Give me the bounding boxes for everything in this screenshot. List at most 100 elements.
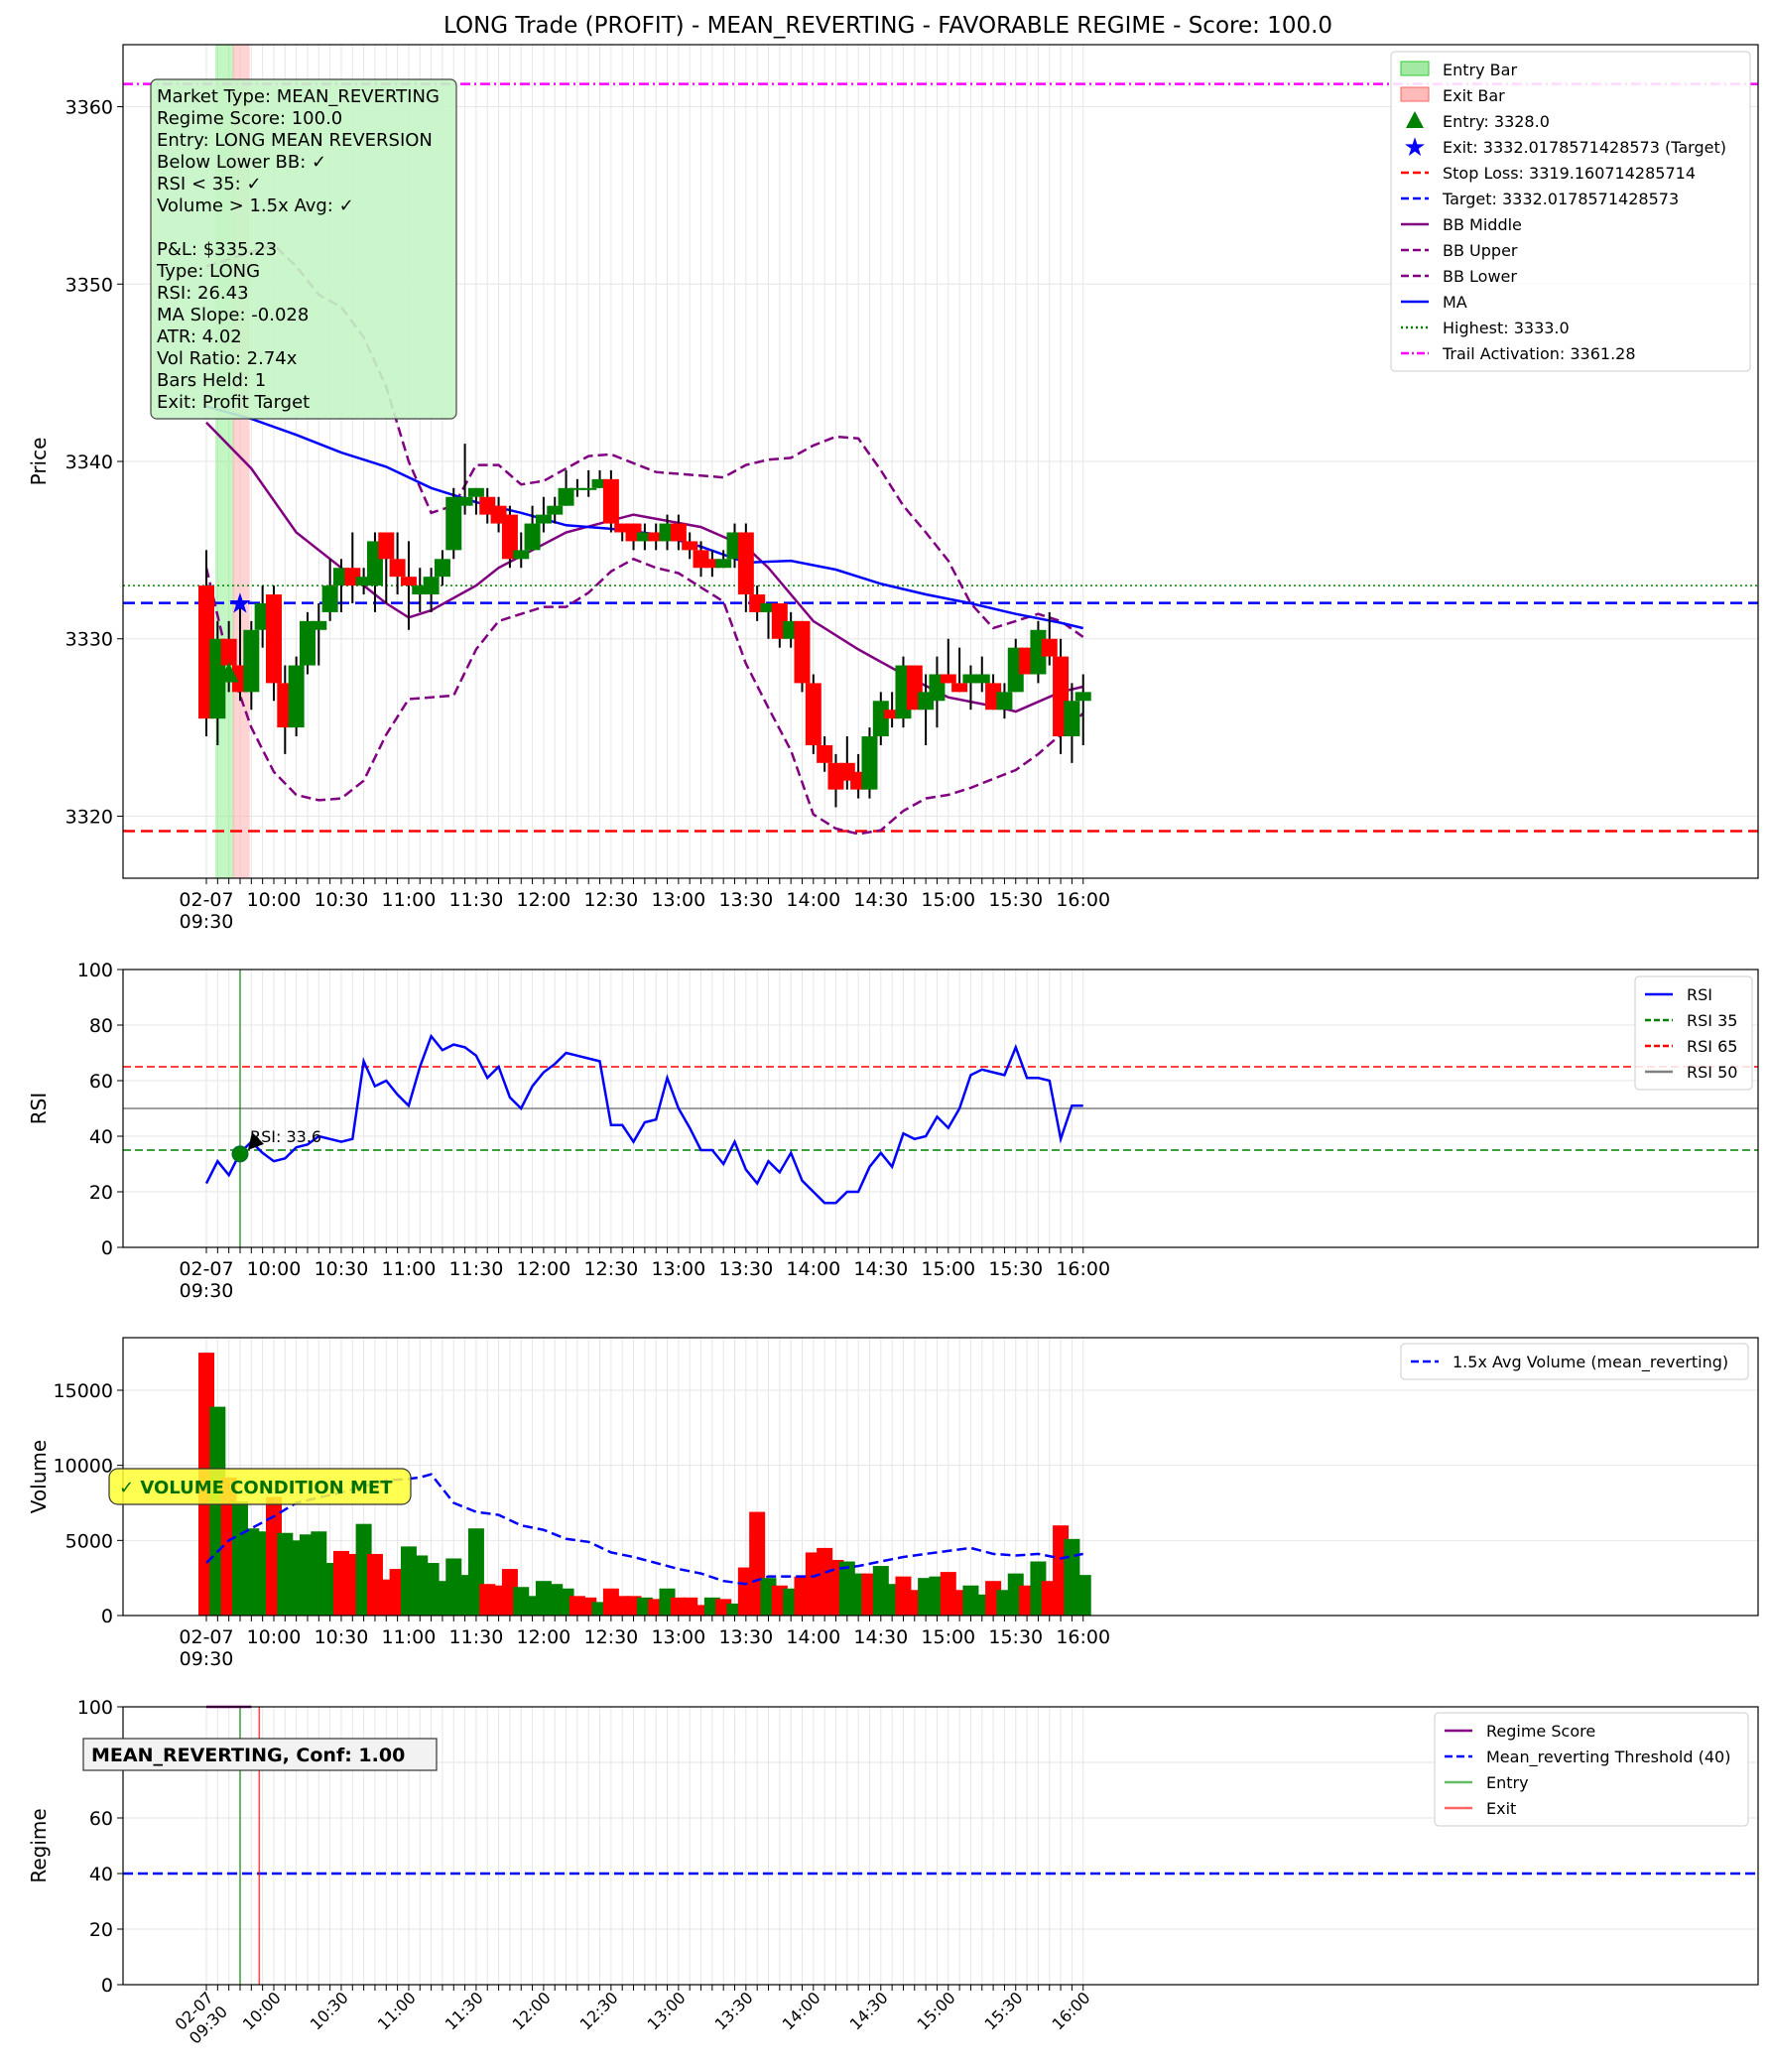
info-box-line: MA Slope: -0.028 xyxy=(157,305,309,325)
volume-badge-frame xyxy=(108,1468,412,1505)
info-box-line: Exit: Profit Target xyxy=(157,392,310,413)
info-box-frame xyxy=(150,78,457,420)
candle-body xyxy=(378,532,395,560)
price-xtick-label: 10:00 xyxy=(247,889,302,911)
candle-body xyxy=(243,629,260,693)
volume-xtick-label: 09:30 xyxy=(180,1648,234,1670)
rsi-xtick-label: 12:30 xyxy=(583,1258,638,1280)
figure-title: LONG Trade (PROFIT) - MEAN_REVERTING - F… xyxy=(443,13,1332,39)
info-box-line: RSI: 26.43 xyxy=(157,283,249,304)
candle-body xyxy=(321,585,338,612)
rsi-xtick-label: 10:30 xyxy=(315,1258,369,1280)
price-xtick-label: 13:30 xyxy=(718,889,773,911)
candle-body xyxy=(456,496,473,506)
candle-body xyxy=(614,523,631,533)
rsi-entry-point xyxy=(231,1145,249,1163)
volume-ytick-label: 5000 xyxy=(65,1530,113,1552)
rsi-annotation-arrow xyxy=(247,1131,264,1150)
info-box-line: Regime Score: 100.0 xyxy=(157,108,342,129)
rsi-legend-label: RSI 35 xyxy=(1687,1011,1737,1030)
candle-body xyxy=(467,487,484,497)
candle-body xyxy=(400,577,417,586)
volume-xtick-label: 14:30 xyxy=(853,1626,908,1648)
regime-ytick-label: 0 xyxy=(101,1975,113,1997)
regime-ytick-label: 40 xyxy=(89,1864,113,1885)
rsi-xtick-label: 13:30 xyxy=(718,1258,773,1280)
rsi-xtick-label: 16:00 xyxy=(1056,1258,1110,1280)
price-ytick-label: 3350 xyxy=(65,274,113,296)
price-legend-label: Exit: 3332.0178571428573 (Target) xyxy=(1443,138,1726,157)
entry-marker xyxy=(218,662,239,683)
price-xtick-label: 10:30 xyxy=(315,889,369,911)
candle-body xyxy=(558,487,574,506)
rsi-xtick-label: 11:00 xyxy=(382,1258,437,1280)
candle-body xyxy=(547,505,564,515)
price-panel: 3320 3330 3340 3350 3360 ★ Market Type: MEAN_R… xyxy=(27,44,1759,933)
rsi-ytick-label: 60 xyxy=(89,1071,113,1093)
volume-xtick-label: 10:30 xyxy=(315,1626,369,1648)
candles xyxy=(198,444,1091,808)
volume-xtick-label: 15:30 xyxy=(988,1626,1043,1648)
rsi-ytick-label: 20 xyxy=(89,1182,113,1204)
candle-body xyxy=(524,523,541,551)
price-ytick-label: 3330 xyxy=(65,629,113,651)
candle-body xyxy=(423,577,440,595)
info-box-line: Vol Ratio: 2.74x xyxy=(157,348,298,369)
candle-body xyxy=(412,585,429,595)
candle-body xyxy=(1074,692,1091,702)
volume-legend-label: 1.5x Avg Volume (mean_reverting) xyxy=(1453,1353,1728,1372)
price-legend-swatch xyxy=(1400,61,1430,76)
regime-legend-frame xyxy=(1434,1712,1749,1827)
info-box-line: Entry: LONG MEAN REVERSION xyxy=(157,130,433,151)
rsi-annotation-label: RSI: 33.6 xyxy=(250,1127,321,1146)
candle-body xyxy=(311,620,327,630)
rsi-xtick-label: 14:30 xyxy=(853,1258,908,1280)
price-xtick-label: 02-07 xyxy=(179,889,233,911)
rsi-legend: RSI RSI 35 RSI 65 RSI 50 xyxy=(1634,975,1753,1091)
candle-body xyxy=(265,594,282,684)
price-ytick-label: 3320 xyxy=(65,806,113,828)
candle-body xyxy=(535,514,552,524)
price-xtick-label: 12:30 xyxy=(583,889,638,911)
volume-xtick-label: 15:00 xyxy=(921,1626,975,1648)
price-legend-label: BB Upper xyxy=(1443,241,1518,260)
candle-body xyxy=(973,674,990,684)
regime-badge-text: MEAN_REVERTING, Conf: 1.00 xyxy=(91,1745,405,1766)
rsi-xtick-label: 15:30 xyxy=(988,1258,1043,1280)
price-xtick-label: 11:00 xyxy=(382,889,437,911)
price-legend: Entry Bar Exit Bar Entry: 3328.0 ★ Exit: 333… xyxy=(1390,51,1751,372)
price-xtick-label: 09:30 xyxy=(180,911,234,933)
price-legend-frame xyxy=(1390,51,1751,372)
price-xtick-label: 11:30 xyxy=(449,889,504,911)
volume-xtick-label: 12:30 xyxy=(583,1626,638,1648)
candle-body xyxy=(940,674,956,684)
candle-body xyxy=(636,532,653,542)
info-box-line: Market Type: MEAN_REVERTING xyxy=(157,86,440,107)
candle-body xyxy=(794,620,811,684)
candle-body xyxy=(670,523,687,542)
price-xtick-label: 13:00 xyxy=(651,889,705,911)
volume-bars xyxy=(198,1353,1091,1616)
price-legend-label: Highest: 3333.0 xyxy=(1443,319,1570,337)
rsi-xtick-label: 12:00 xyxy=(517,1258,571,1280)
candle-body xyxy=(737,532,754,595)
rsi-xtick-label: 11:30 xyxy=(449,1258,504,1280)
volume-xtick-label: 14:00 xyxy=(786,1626,840,1648)
candle-body xyxy=(805,683,821,745)
volume-xtick-label: 02-07 xyxy=(179,1626,233,1648)
price-legend-label: Entry: 3328.0 xyxy=(1443,112,1550,131)
volume-xtick-label: 13:30 xyxy=(718,1626,773,1648)
price-ylabel: Price xyxy=(27,438,51,486)
volume-bar xyxy=(1074,1575,1091,1616)
candle-body xyxy=(445,496,462,551)
info-box-line: P&L: $335.23 xyxy=(157,239,277,260)
volume-legend: 1.5x Avg Volume (mean_reverting) xyxy=(1400,1343,1749,1380)
price-xtick-label: 16:00 xyxy=(1056,889,1110,911)
volume-ytick-label: 0 xyxy=(101,1606,113,1627)
volume-xtick-label: 11:30 xyxy=(449,1626,504,1648)
regime-legend-label: Regime Score xyxy=(1486,1722,1595,1741)
candle-body xyxy=(951,683,968,693)
price-ytick-label: 3340 xyxy=(65,452,113,473)
volume-legend-frame xyxy=(1400,1343,1749,1380)
candle-body xyxy=(996,692,1013,711)
